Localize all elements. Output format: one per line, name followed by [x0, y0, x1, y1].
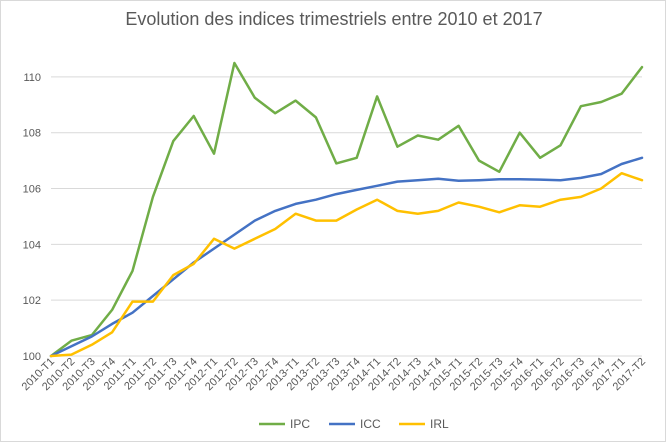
legend-label-irl: IRL	[430, 417, 449, 431]
y-tick-label: 104	[23, 239, 41, 251]
y-tick-label: 106	[23, 184, 41, 196]
chart-title: Evolution des indices trimestriels entre…	[125, 9, 543, 29]
y-tick-label: 100	[23, 351, 41, 363]
series-line-icc	[49, 156, 644, 358]
series-line-irl	[49, 171, 644, 358]
legend-label-icc: ICC	[360, 417, 381, 431]
legend-label-ipc: IPC	[290, 417, 310, 431]
y-tick-label: 102	[23, 295, 41, 307]
y-tick-label: 108	[23, 128, 41, 140]
series-line-ipc	[49, 61, 644, 358]
y-tick-label: 110	[23, 72, 41, 84]
